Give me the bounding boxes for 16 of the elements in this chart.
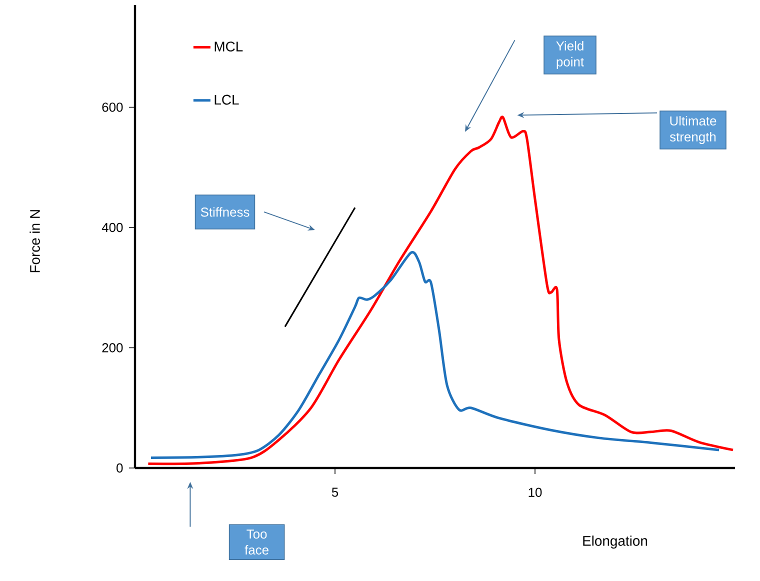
legend-label: MCL <box>214 42 243 52</box>
line-series <box>150 251 720 460</box>
annotation: Yield point <box>556 40 584 70</box>
y-axis-title: Force in N <box>30 210 40 272</box>
legend-label: LCL <box>214 94 239 105</box>
line-series <box>146 116 734 466</box>
text: Too face <box>244 530 268 555</box>
y-tick-label: 400 <box>102 222 123 232</box>
y-tick-label: 0 <box>116 463 123 473</box>
x-tick-label: 5 <box>332 488 338 497</box>
x-axis-title: Elongation <box>583 536 648 549</box>
annotation: Ultimate strength <box>670 116 716 144</box>
y-tick-label: 200 <box>102 343 123 352</box>
annotation: Stiffness <box>200 207 250 217</box>
x-tick-label: 10 <box>528 488 542 497</box>
y-tick-label: 600 <box>102 102 123 112</box>
